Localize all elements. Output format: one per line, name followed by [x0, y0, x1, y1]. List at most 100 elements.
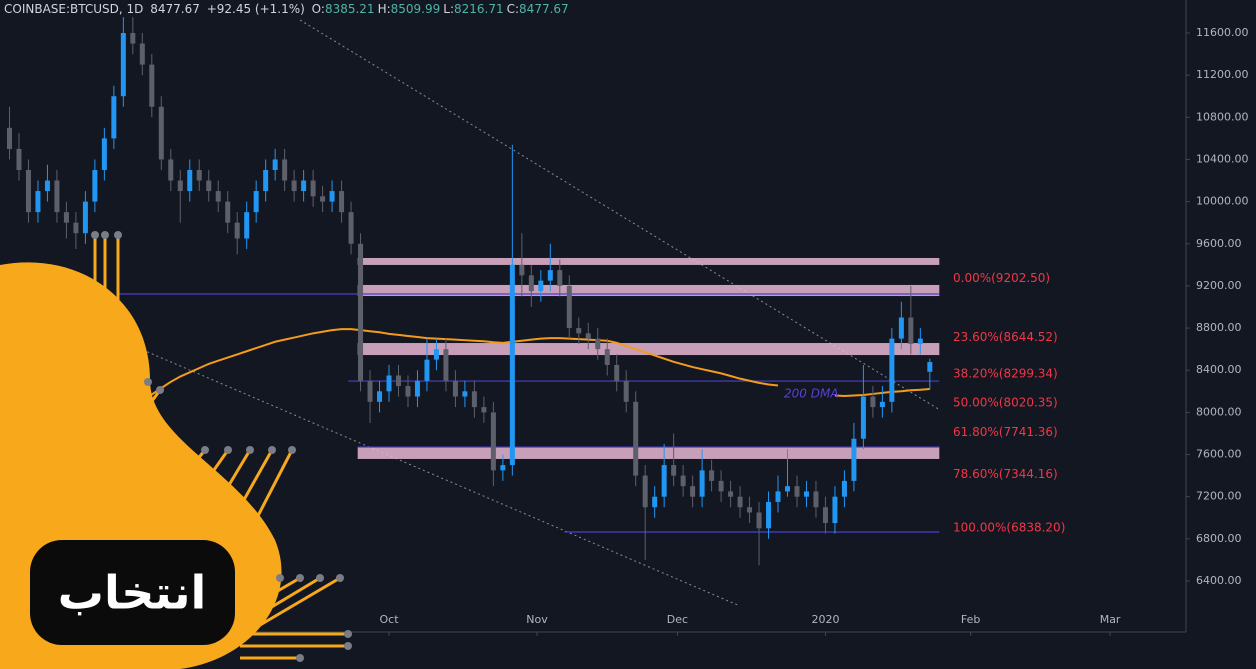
candle-body: [832, 496, 838, 524]
ohlc-value: 8477.67: [519, 2, 569, 16]
trend-line: [114, 337, 741, 607]
x-tick-label: Nov: [526, 613, 548, 626]
candle-body: [528, 275, 534, 292]
x-tick-label: Dec: [667, 613, 688, 626]
candle-body: [737, 496, 743, 508]
candle-body: [367, 380, 373, 402]
candle-body: [234, 222, 240, 239]
candle-body: [794, 486, 800, 497]
y-tick-label: 11200.00: [1196, 68, 1249, 81]
y-tick-label: 10000.00: [1196, 195, 1249, 208]
candle-body: [348, 212, 354, 244]
candle-body: [879, 401, 885, 408]
candle-body: [519, 264, 525, 276]
candle-body: [187, 169, 193, 192]
candle-body: [699, 470, 705, 497]
candle-body: [822, 507, 828, 524]
candle-body: [538, 280, 544, 292]
candle-body: [775, 491, 781, 502]
candle-body: [661, 465, 667, 497]
candle-body: [215, 191, 221, 202]
candle-body: [898, 317, 904, 339]
candle-body: [433, 349, 439, 360]
x-tick-label: Oct: [379, 613, 399, 626]
candle-body: [310, 180, 316, 197]
candle-body: [490, 412, 496, 471]
candle-body: [301, 180, 307, 192]
candle-body: [471, 391, 477, 408]
candle-body: [395, 375, 401, 387]
y-tick-label: 6800.00: [1196, 532, 1242, 545]
candle-body: [329, 191, 335, 202]
candle-body: [177, 180, 183, 192]
candle-body: [718, 480, 724, 492]
moving-average: [122, 328, 930, 415]
ohlc-key: H:: [377, 2, 391, 16]
candle-body: [92, 169, 98, 202]
candle-body: [870, 396, 876, 408]
candle-body: [253, 191, 259, 213]
candle-body: [158, 106, 164, 160]
y-tick-label: 6400.00: [1196, 574, 1242, 587]
y-tick-label: 7200.00: [1196, 490, 1242, 503]
ohlc-key: L:: [443, 2, 454, 16]
zone: [357, 343, 940, 356]
candle-body: [481, 407, 487, 413]
candle-body: [54, 180, 60, 213]
ohlc-value: 8385.21: [324, 2, 375, 16]
candle-body: [566, 285, 572, 329]
symbol: COINBASE:BTCUSD, 1D: [4, 2, 144, 16]
candle-body: [73, 222, 79, 234]
candle-body: [282, 159, 288, 181]
x-tick-label: 2020: [811, 613, 839, 626]
fib-label: 23.60%(8644.52): [953, 330, 1058, 344]
candle-body: [604, 349, 610, 365]
candle-body: [424, 359, 430, 381]
ohlc-key: C:: [506, 2, 520, 16]
candle-body: [35, 191, 41, 213]
candle-body: [82, 201, 88, 234]
ohlc-key: O:: [311, 2, 325, 16]
candle-body: [623, 380, 629, 402]
ma-label: 200 DMA: [784, 387, 839, 401]
candle-body: [633, 401, 639, 476]
candle-body: [452, 380, 458, 397]
candle-body: [927, 362, 933, 372]
y-tick-label: 8800.00: [1196, 321, 1242, 334]
change: +92.45 (+1.1%): [206, 2, 305, 16]
candle-body: [405, 386, 411, 397]
candle-body: [291, 180, 297, 192]
candle-body: [111, 96, 117, 139]
candle-body: [149, 64, 155, 107]
candle-body: [130, 32, 136, 44]
circuit-dots: [91, 231, 352, 662]
candle-body: [908, 317, 914, 344]
candle-body: [377, 391, 383, 402]
x-tick-label: Mar: [1100, 613, 1121, 626]
last-price: 8477.67: [150, 2, 200, 16]
candle-body: [443, 349, 449, 381]
candle-body: [500, 465, 506, 471]
candle-body: [889, 338, 895, 402]
candle-body: [6, 127, 12, 149]
ohlc-value: 8509.99: [390, 2, 441, 16]
fib-label: 100.00%(6838.20): [953, 520, 1065, 534]
y-tick-label: 11600.00: [1196, 26, 1249, 39]
fib-label: 0.00%(9202.50): [953, 271, 1050, 285]
candle-body: [595, 338, 601, 350]
candle-body: [557, 270, 563, 286]
ohlc-value: 8216.71: [454, 2, 504, 16]
candle-body: [860, 396, 866, 439]
x-tick-label: Feb: [961, 613, 980, 626]
candle-body: [44, 180, 50, 192]
candle-body: [320, 196, 326, 202]
candle-body: [813, 491, 819, 508]
candle-body: [168, 159, 174, 181]
candle-body: [690, 486, 696, 497]
candle-body: [851, 438, 857, 481]
fib-label: 50.00%(8020.35): [953, 396, 1058, 410]
candle-body: [139, 43, 145, 65]
candle-body: [680, 475, 686, 487]
candle-body: [462, 391, 468, 397]
